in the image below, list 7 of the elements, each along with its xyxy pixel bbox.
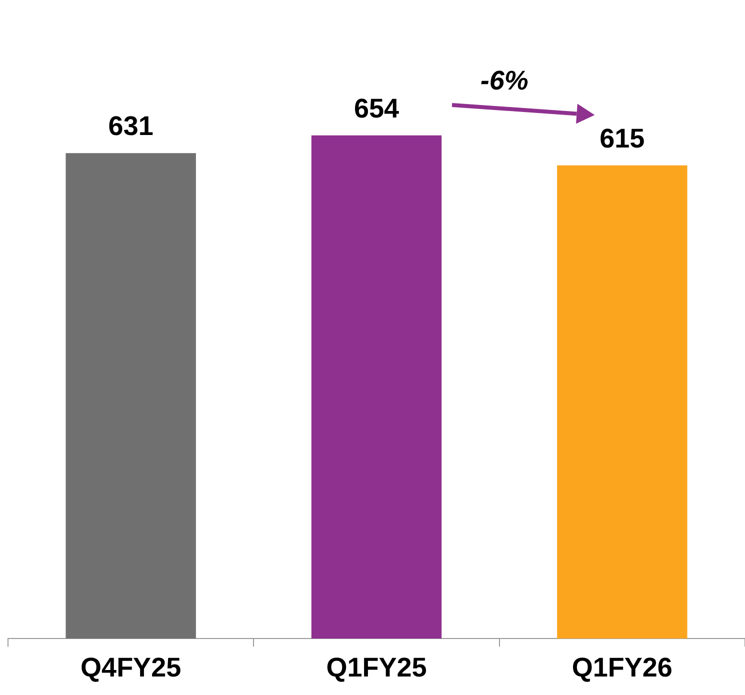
data-label: 654 bbox=[354, 93, 400, 124]
x-tick-label: Q4FY25 bbox=[80, 652, 182, 682]
x-tick-label: Q1FY25 bbox=[326, 652, 427, 682]
text: -6% bbox=[480, 65, 528, 96]
x-tick-label: Q1FY26 bbox=[572, 652, 672, 682]
data-label: 615 bbox=[600, 123, 645, 154]
data-label: 631 bbox=[108, 111, 154, 142]
